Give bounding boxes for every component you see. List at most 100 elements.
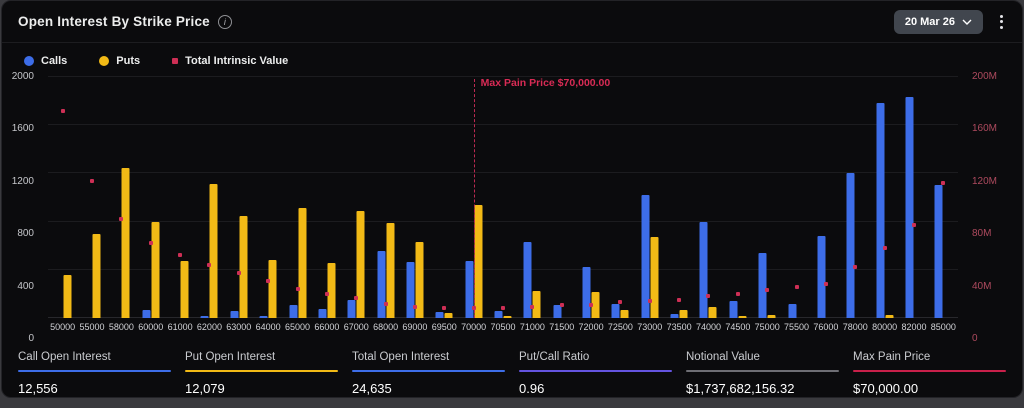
intrinsic-value-dot[interactable] (148, 241, 153, 246)
call-bar[interactable] (523, 242, 532, 318)
call-bar[interactable] (318, 308, 327, 318)
put-bar[interactable] (151, 222, 160, 318)
info-icon[interactable]: i (217, 14, 232, 29)
intrinsic-value-dot[interactable] (941, 181, 946, 186)
x-axis-label: 82000 (901, 322, 927, 332)
put-bar[interactable] (591, 292, 600, 318)
put-bar[interactable] (444, 312, 453, 318)
call-bar[interactable] (259, 316, 268, 318)
put-bar[interactable] (738, 316, 747, 318)
intrinsic-value-dot[interactable] (706, 294, 711, 299)
legend-item-puts[interactable]: Puts (99, 55, 140, 67)
call-bar[interactable] (670, 314, 679, 318)
legend-item-calls[interactable]: Calls (24, 55, 67, 67)
intrinsic-value-dot[interactable] (647, 299, 652, 304)
intrinsic-value-dot[interactable] (765, 288, 770, 293)
intrinsic-value-dot[interactable] (354, 295, 359, 300)
put-bar[interactable] (268, 259, 277, 318)
put-bar[interactable] (650, 237, 659, 318)
call-bar[interactable] (817, 236, 826, 318)
call-bar[interactable] (788, 304, 797, 318)
call-bar[interactable] (876, 102, 885, 318)
put-bar[interactable] (209, 184, 218, 318)
put-bar[interactable] (885, 315, 894, 318)
intrinsic-value-dot[interactable] (530, 305, 535, 310)
put-bar[interactable] (415, 242, 424, 318)
bar-group-61000 (172, 77, 189, 318)
call-bar[interactable] (699, 222, 708, 318)
intrinsic-value-dot[interactable] (412, 305, 417, 310)
intrinsic-value-dot[interactable] (119, 217, 124, 222)
intrinsic-value-dot[interactable] (794, 284, 799, 289)
bar-group-74000 (699, 77, 717, 318)
put-bar[interactable] (386, 223, 395, 318)
legend-item-total-intrinsic-value[interactable]: Total Intrinsic Value (172, 55, 288, 67)
put-bar[interactable] (180, 261, 189, 318)
x-axis-label: 65000 (285, 322, 311, 332)
intrinsic-value-dot[interactable] (735, 291, 740, 296)
put-bar[interactable] (474, 204, 483, 318)
call-bar[interactable] (347, 299, 356, 318)
stat-value: 0.96 (519, 381, 545, 396)
call-bar[interactable] (230, 310, 239, 318)
call-bar[interactable] (934, 184, 943, 318)
call-bar[interactable] (905, 96, 914, 318)
intrinsic-value-dot[interactable] (207, 262, 212, 267)
call-bar[interactable] (582, 267, 591, 318)
put-bar[interactable] (620, 309, 629, 318)
put-bar[interactable] (767, 315, 776, 318)
bar-group-78000 (846, 77, 864, 318)
call-bar[interactable] (406, 261, 415, 318)
call-bar[interactable] (435, 311, 444, 318)
intrinsic-value-dot[interactable] (882, 246, 887, 251)
call-bar[interactable] (465, 261, 474, 318)
put-bar[interactable] (63, 275, 72, 318)
put-bar[interactable] (239, 215, 248, 318)
max-pain-annotation: Max Pain Price $70,000.00 (480, 77, 611, 89)
intrinsic-value-dot[interactable] (559, 302, 564, 307)
intrinsic-value-dot[interactable] (324, 291, 329, 296)
call-bar[interactable] (289, 305, 298, 318)
intrinsic-value-dot[interactable] (823, 282, 828, 287)
call-bar[interactable] (641, 195, 650, 318)
intrinsic-value-dot[interactable] (501, 306, 505, 311)
intrinsic-value-dot[interactable] (853, 265, 858, 270)
put-bar[interactable] (327, 263, 336, 318)
put-bar[interactable] (532, 290, 541, 318)
call-bar[interactable] (142, 310, 151, 318)
kebab-menu-icon[interactable] (995, 12, 1008, 32)
put-bar[interactable] (679, 310, 688, 318)
intrinsic-value-dot[interactable] (589, 302, 594, 307)
call-bar[interactable] (494, 310, 503, 318)
put-bar[interactable] (503, 316, 512, 318)
intrinsic-value-dot[interactable] (618, 300, 623, 305)
intrinsic-value-dot[interactable] (383, 301, 388, 306)
intrinsic-value-dot[interactable] (60, 108, 65, 113)
intrinsic-value-dot[interactable] (266, 278, 271, 283)
x-axis-label: 58000 (108, 322, 134, 332)
call-bar[interactable] (729, 300, 738, 318)
bar-group-76000 (817, 77, 834, 318)
put-bar[interactable] (121, 167, 130, 318)
y-axis-tick-right: 80M (972, 228, 992, 240)
intrinsic-value-dot[interactable] (442, 306, 447, 311)
call-bar[interactable] (200, 315, 209, 318)
intrinsic-value-dot[interactable] (295, 287, 300, 292)
call-bar[interactable] (377, 251, 386, 318)
expiry-date-selector[interactable]: 20 Mar 26 (893, 9, 983, 34)
put-bar[interactable] (708, 306, 717, 318)
put-bar[interactable] (356, 211, 365, 318)
put-bar[interactable] (92, 233, 101, 318)
intrinsic-value-dot[interactable] (677, 297, 682, 302)
intrinsic-value-dot[interactable] (911, 223, 916, 228)
put-bar[interactable] (298, 207, 307, 318)
call-bar[interactable] (846, 172, 855, 318)
intrinsic-value-dot[interactable] (90, 178, 95, 183)
stat-call-open-interest: Call Open Interest 12,556 (18, 351, 171, 396)
call-bar[interactable] (553, 304, 562, 318)
call-bar[interactable] (611, 304, 620, 318)
intrinsic-value-dot[interactable] (236, 271, 241, 276)
y-axis-tick-left: 0 (28, 333, 34, 344)
call-bar[interactable] (758, 252, 767, 318)
intrinsic-value-dot[interactable] (178, 253, 183, 258)
